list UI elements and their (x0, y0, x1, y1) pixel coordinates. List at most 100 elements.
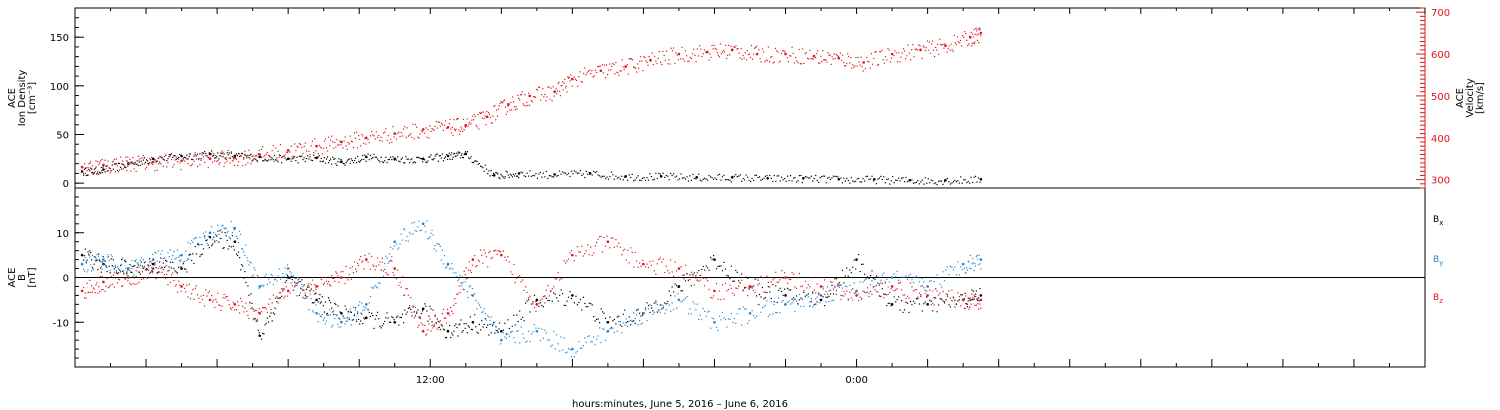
by-point (730, 313, 732, 315)
bx-point (862, 263, 864, 265)
density-point (480, 165, 482, 167)
by-point (683, 299, 685, 301)
by-point (698, 318, 700, 321)
bz-point (784, 276, 787, 279)
velocity-point (593, 75, 595, 77)
bx-point (275, 297, 277, 299)
bz-point (497, 249, 499, 252)
by-point (379, 282, 381, 285)
density-point (527, 175, 530, 177)
density-point (810, 175, 812, 177)
velocity-point (528, 94, 532, 98)
by-point (507, 333, 509, 335)
by-point (395, 243, 398, 245)
density-point (387, 159, 389, 161)
bz-point (930, 304, 932, 306)
velocity-point (787, 61, 790, 63)
bx-point (775, 285, 777, 287)
bx-point (791, 298, 793, 300)
density-point (285, 159, 287, 161)
density-point (384, 160, 386, 162)
by-point (348, 317, 350, 319)
density-point (587, 173, 589, 175)
density-point (373, 153, 375, 155)
velocity-point (771, 56, 773, 58)
bz-point (99, 275, 102, 278)
density-point (966, 182, 968, 184)
velocity-point (322, 147, 324, 149)
bx-point (163, 266, 166, 269)
bz-point (920, 293, 922, 296)
velocity-point (266, 151, 269, 154)
velocity-point (191, 164, 193, 166)
velocity-point (99, 160, 102, 162)
bz-point (90, 285, 93, 287)
by-point (151, 267, 153, 269)
density-point (935, 182, 937, 184)
velocity-point (890, 57, 893, 59)
by-point (511, 330, 513, 333)
velocity-point (140, 160, 142, 163)
bz-point (969, 299, 971, 301)
by-point (826, 286, 829, 288)
by-point (169, 249, 171, 251)
density-point (278, 154, 280, 156)
velocity-point (304, 142, 306, 144)
by-point (525, 341, 527, 343)
density-point (430, 154, 432, 156)
bx-point (180, 266, 182, 268)
by-point (295, 282, 297, 285)
density-point (889, 183, 891, 185)
velocity-point (756, 45, 758, 47)
by-point (321, 313, 323, 316)
velocity-point (298, 143, 301, 145)
velocity-point (131, 161, 133, 163)
by-point (85, 262, 87, 264)
density-point (129, 163, 131, 165)
bz-point (120, 271, 122, 273)
by-point (340, 326, 342, 328)
density-point (631, 173, 633, 176)
by-point (539, 339, 542, 342)
bx-point (414, 315, 417, 317)
by-point (198, 244, 200, 247)
density-point (529, 170, 531, 172)
density-point (414, 162, 417, 164)
density-point (455, 155, 457, 157)
bz-point (126, 271, 128, 273)
density-point (461, 153, 463, 155)
velocity-point (702, 53, 704, 55)
velocity-point (894, 50, 896, 52)
by-point (330, 314, 332, 316)
by-point (977, 264, 980, 266)
bz-point (156, 272, 158, 274)
velocity-point (538, 86, 540, 88)
bx-point (202, 248, 205, 250)
velocity-point (107, 160, 109, 162)
bx-point (213, 236, 215, 238)
by-point (427, 238, 429, 240)
bz-point (325, 280, 328, 282)
by-point (594, 344, 596, 346)
velocity-point (843, 65, 846, 67)
bx-point (569, 290, 571, 293)
velocity-point (687, 60, 689, 63)
by-point (106, 266, 108, 269)
density-point (252, 159, 254, 161)
density-point (523, 175, 525, 177)
density-point (141, 163, 143, 165)
density-point (232, 157, 234, 159)
density-point (169, 154, 171, 156)
by-point (340, 320, 343, 324)
by-point (969, 267, 971, 269)
density-point (775, 180, 777, 182)
bx-point (160, 257, 162, 259)
velocity-point (853, 66, 855, 68)
velocity-point (592, 76, 594, 78)
velocity-point (456, 118, 459, 120)
velocity-point (425, 127, 427, 129)
density-point (618, 176, 620, 178)
velocity-point (642, 70, 644, 72)
bx-point (482, 326, 484, 328)
density-point (395, 159, 398, 161)
